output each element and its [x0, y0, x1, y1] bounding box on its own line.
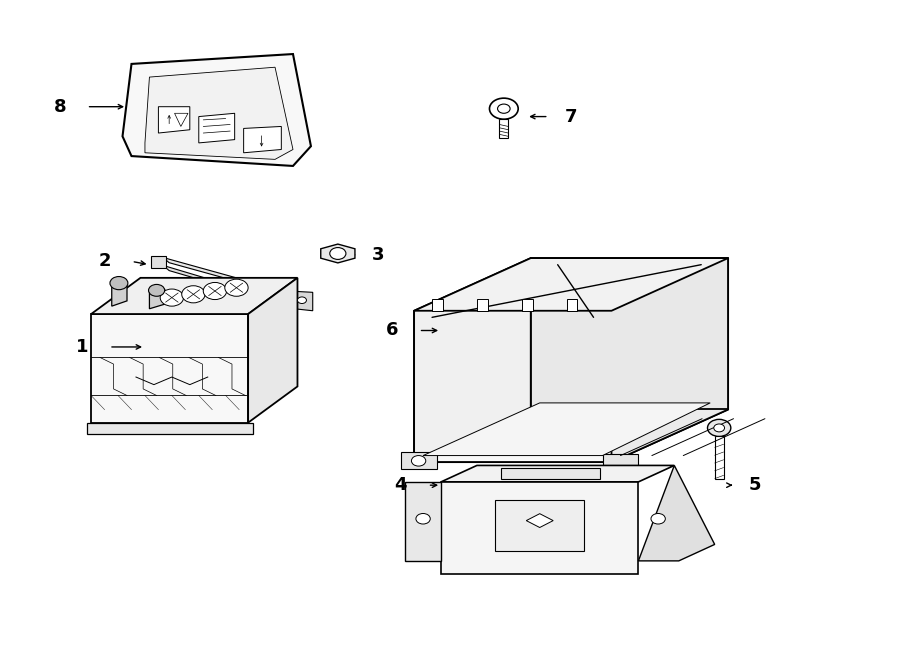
Polygon shape: [91, 278, 298, 314]
Circle shape: [411, 455, 426, 466]
Text: 1: 1: [76, 338, 88, 356]
Circle shape: [707, 419, 731, 436]
Polygon shape: [151, 256, 166, 268]
Text: 7: 7: [565, 108, 578, 126]
Polygon shape: [320, 244, 355, 263]
Circle shape: [110, 276, 128, 290]
Polygon shape: [501, 468, 599, 479]
Polygon shape: [145, 67, 293, 159]
Circle shape: [203, 282, 227, 299]
Circle shape: [490, 98, 518, 119]
Polygon shape: [441, 482, 638, 574]
Polygon shape: [112, 281, 127, 306]
Polygon shape: [500, 119, 508, 137]
Polygon shape: [531, 258, 728, 409]
Text: 3: 3: [372, 246, 384, 264]
Polygon shape: [567, 299, 578, 311]
Polygon shape: [414, 311, 611, 462]
Circle shape: [651, 514, 665, 524]
Polygon shape: [248, 278, 298, 422]
Circle shape: [160, 289, 184, 306]
Polygon shape: [289, 291, 312, 311]
Polygon shape: [432, 299, 443, 311]
Circle shape: [148, 284, 165, 296]
Polygon shape: [638, 465, 715, 561]
Circle shape: [329, 248, 346, 259]
Circle shape: [182, 286, 205, 303]
Polygon shape: [122, 54, 310, 166]
Polygon shape: [158, 106, 190, 133]
Polygon shape: [400, 452, 436, 469]
Polygon shape: [611, 258, 728, 462]
Text: 5: 5: [749, 476, 761, 494]
Circle shape: [298, 297, 306, 303]
Circle shape: [225, 279, 248, 296]
Text: 4: 4: [394, 476, 407, 494]
Polygon shape: [495, 500, 584, 551]
Polygon shape: [602, 454, 638, 469]
Polygon shape: [175, 113, 188, 126]
Circle shape: [416, 514, 430, 524]
Polygon shape: [522, 299, 533, 311]
Polygon shape: [414, 258, 531, 462]
Circle shape: [498, 104, 510, 113]
Polygon shape: [86, 422, 253, 434]
Polygon shape: [526, 514, 554, 527]
Circle shape: [714, 424, 724, 432]
Polygon shape: [149, 289, 165, 309]
Polygon shape: [423, 403, 710, 455]
Polygon shape: [163, 265, 293, 307]
Polygon shape: [91, 314, 248, 422]
Polygon shape: [405, 482, 441, 561]
Polygon shape: [163, 257, 293, 297]
Polygon shape: [441, 465, 674, 482]
Polygon shape: [414, 258, 728, 311]
Polygon shape: [477, 299, 488, 311]
Polygon shape: [414, 409, 728, 462]
Polygon shape: [715, 436, 724, 479]
Text: 6: 6: [385, 321, 398, 340]
Text: 8: 8: [53, 98, 66, 116]
Polygon shape: [244, 126, 282, 153]
Polygon shape: [199, 113, 235, 143]
Text: 2: 2: [98, 253, 111, 270]
